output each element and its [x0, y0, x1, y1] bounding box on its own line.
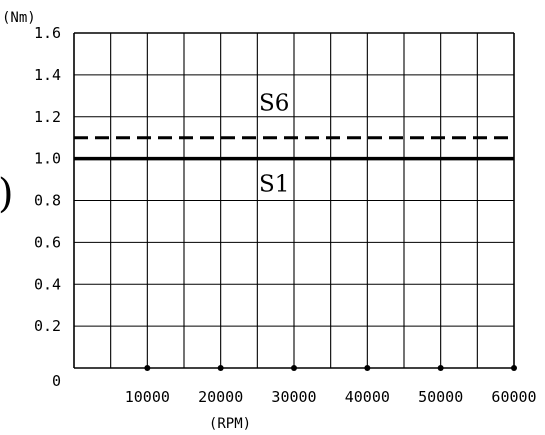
x-axis-dot-markers	[144, 365, 517, 371]
x-tick-label: 60000	[491, 388, 536, 406]
y-tick-label: 0.2	[34, 317, 61, 335]
chart-grid	[73, 32, 515, 369]
x-tick-label: 10000	[125, 388, 170, 406]
y-tick-label: 1.6	[34, 24, 61, 42]
x-axis-dot	[437, 365, 444, 371]
x-axis-dot	[217, 365, 224, 371]
x-tick-label: 20000	[198, 388, 243, 406]
y-tick-label: 0.6	[34, 233, 61, 251]
y-tick-label: 0.8	[34, 192, 61, 210]
series-label-s6: S6	[259, 91, 289, 117]
y-tick-label: 1.0	[34, 150, 61, 168]
x-tick-label: 30000	[271, 388, 316, 406]
x-axis-dot	[291, 365, 297, 371]
chart-series-lines	[74, 136, 514, 161]
y-tick-labels: 1.6 1.4 1.2 1.0 0.8 0.6 0.4 0.2 0	[34, 24, 61, 390]
series-labels: S6 S1	[259, 91, 289, 198]
edge-parenthesis-mark: )	[0, 171, 14, 217]
y-axis-unit-label: (Nm)	[2, 10, 36, 26]
x-axis-dot	[364, 365, 371, 371]
y-tick-label: 0.4	[34, 275, 61, 293]
x-axis-dot	[511, 365, 517, 371]
x-axis-unit-label: (RPM)	[209, 416, 251, 432]
x-tick-labels: 10000 20000 30000 40000 50000 60000	[125, 388, 537, 406]
x-tick-label: 40000	[345, 388, 390, 406]
y-tick-label: 1.2	[34, 108, 61, 126]
x-axis-dot	[144, 365, 151, 371]
series-label-s1: S1	[259, 172, 289, 198]
y-tick-label: 0	[52, 372, 61, 390]
y-tick-label: 1.4	[34, 66, 61, 84]
x-tick-label: 50000	[418, 388, 463, 406]
